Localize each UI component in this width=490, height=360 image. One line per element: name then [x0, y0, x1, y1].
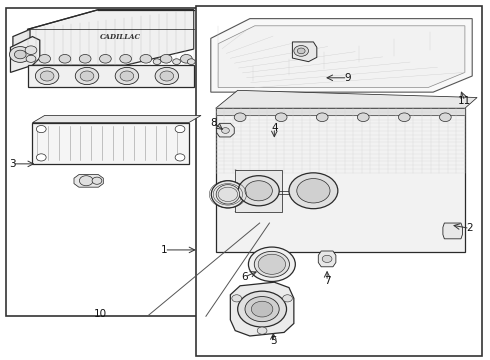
Circle shape	[25, 46, 37, 54]
Circle shape	[238, 291, 287, 327]
Circle shape	[35, 67, 59, 85]
Circle shape	[294, 45, 309, 56]
Circle shape	[248, 247, 295, 282]
Text: 5: 5	[270, 336, 277, 346]
Circle shape	[120, 71, 134, 81]
Circle shape	[160, 54, 172, 63]
Circle shape	[115, 67, 139, 85]
Circle shape	[36, 126, 46, 133]
Circle shape	[14, 50, 26, 59]
Bar	[235, 170, 282, 212]
Circle shape	[175, 126, 185, 133]
Circle shape	[251, 301, 273, 317]
Circle shape	[234, 113, 246, 122]
Circle shape	[75, 67, 99, 85]
Circle shape	[275, 113, 287, 122]
Circle shape	[79, 54, 91, 63]
Circle shape	[232, 295, 242, 302]
Circle shape	[180, 54, 192, 63]
Circle shape	[221, 128, 229, 134]
Bar	[196, 6, 482, 356]
Circle shape	[120, 54, 131, 63]
Text: 4: 4	[271, 123, 278, 133]
Ellipse shape	[216, 185, 240, 204]
Circle shape	[297, 48, 305, 54]
Bar	[32, 123, 189, 164]
Circle shape	[155, 67, 178, 85]
Polygon shape	[216, 108, 465, 116]
Circle shape	[322, 255, 332, 262]
Circle shape	[79, 176, 93, 186]
Text: 9: 9	[344, 73, 351, 83]
Ellipse shape	[211, 181, 245, 208]
Polygon shape	[218, 26, 465, 87]
Circle shape	[175, 154, 185, 161]
Circle shape	[80, 71, 94, 81]
Circle shape	[172, 59, 180, 64]
Circle shape	[187, 59, 195, 64]
Circle shape	[440, 113, 451, 122]
Circle shape	[99, 54, 111, 63]
Polygon shape	[443, 223, 463, 239]
Circle shape	[245, 181, 272, 201]
Text: 11: 11	[458, 96, 471, 106]
Circle shape	[26, 55, 36, 62]
Circle shape	[59, 54, 71, 63]
Circle shape	[245, 297, 279, 321]
Polygon shape	[74, 175, 103, 187]
Circle shape	[398, 113, 410, 122]
Text: 1: 1	[161, 245, 168, 255]
Circle shape	[357, 113, 369, 122]
Text: 7: 7	[324, 276, 330, 286]
Circle shape	[297, 179, 330, 203]
Polygon shape	[293, 42, 317, 62]
Polygon shape	[10, 37, 40, 72]
Polygon shape	[230, 282, 294, 336]
Circle shape	[9, 46, 31, 62]
Circle shape	[160, 71, 173, 81]
Circle shape	[289, 173, 338, 209]
Circle shape	[257, 327, 267, 334]
Circle shape	[153, 59, 161, 64]
Bar	[216, 108, 465, 252]
Text: 10: 10	[94, 310, 107, 319]
Circle shape	[283, 295, 293, 302]
Circle shape	[40, 71, 54, 81]
Polygon shape	[216, 90, 477, 108]
Circle shape	[39, 54, 50, 63]
Text: 6: 6	[242, 272, 248, 282]
Circle shape	[238, 176, 279, 206]
Polygon shape	[217, 123, 234, 137]
Circle shape	[140, 54, 152, 63]
Polygon shape	[211, 19, 472, 92]
Circle shape	[92, 177, 102, 184]
Polygon shape	[32, 116, 201, 123]
Circle shape	[258, 254, 286, 274]
Polygon shape	[318, 251, 336, 267]
Circle shape	[254, 251, 290, 277]
Polygon shape	[27, 10, 194, 65]
Text: 3: 3	[9, 159, 16, 169]
Text: 2: 2	[466, 224, 473, 233]
Text: 8: 8	[210, 118, 217, 128]
Polygon shape	[13, 30, 30, 56]
Text: CADILLAC: CADILLAC	[100, 33, 141, 41]
Polygon shape	[27, 65, 194, 87]
Circle shape	[36, 154, 46, 161]
Bar	[5, 8, 211, 316]
Circle shape	[317, 113, 328, 122]
